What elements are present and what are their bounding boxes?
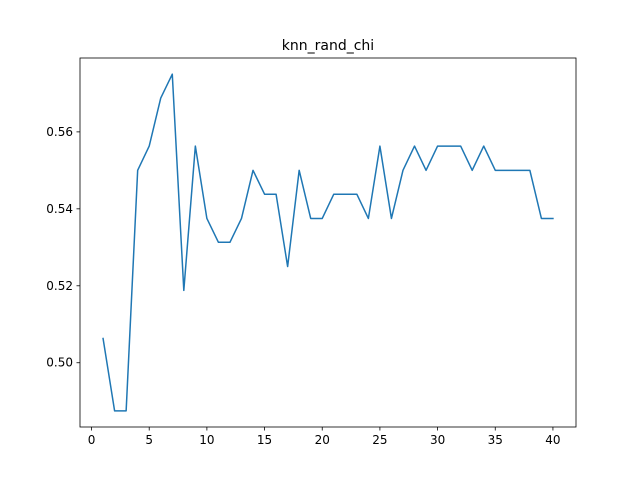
x-tick-label: 25: [372, 433, 387, 447]
x-axis: 0 5 10 15 20 25 30 35 40: [88, 427, 561, 447]
y-axis: 0.50 0.52 0.54 0.56: [46, 125, 80, 370]
x-tick-label: 40: [545, 433, 560, 447]
x-tick-label: 0: [88, 433, 96, 447]
axes-frame: [79, 57, 577, 428]
x-tick-label: 5: [145, 433, 153, 447]
x-tick-label: 30: [430, 433, 445, 447]
x-tick-label: 15: [257, 433, 272, 447]
x-tick-label: 35: [488, 433, 503, 447]
chart-title: knn_rand_chi: [282, 38, 374, 54]
series-line: [102, 73, 554, 412]
plot-area: [102, 73, 554, 412]
x-tick-label: 20: [315, 433, 330, 447]
y-tick-label: 0.52: [46, 279, 73, 293]
y-tick-label: 0.50: [46, 356, 73, 370]
y-tick-label: 0.56: [46, 125, 73, 139]
y-tick-label: 0.54: [46, 202, 73, 216]
x-tick-label: 10: [199, 433, 214, 447]
